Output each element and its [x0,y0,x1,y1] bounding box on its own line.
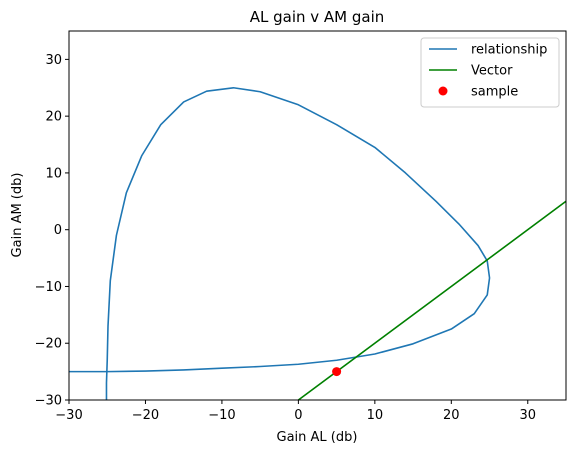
series-layer [69,86,566,400]
y-tick-label: −30 [35,394,62,409]
x-tick-label: −10 [208,408,235,423]
y-tick-label: 30 [45,53,62,68]
legend-label-vector: Vector [471,64,513,79]
x-tick-label: −20 [132,408,159,423]
legend-label-relationship: relationship [471,43,547,58]
legend-swatch-sample [438,86,448,96]
y-tick-label: 0 [54,223,62,238]
series-relationship-line [69,86,491,400]
y-axis: −30 −20 −10 0 10 20 30 [35,53,69,409]
plot-frame [68,30,567,401]
y-tick-label: 10 [45,166,62,181]
series-vector-line [297,200,566,400]
x-tick-label: 0 [294,408,302,423]
plot-area [68,30,567,401]
chart-title: AL gain v AM gain [250,8,385,26]
y-axis-label: Gain AM (db) [10,173,25,258]
y-tick-label: −10 [35,280,62,295]
x-tick-label: 30 [519,408,536,423]
legend-box [420,37,560,108]
x-tick-label: −30 [55,408,82,423]
legend: relationship Vector sample [420,37,560,108]
x-axis-label: Gain AL (db) [277,430,358,445]
x-tick-label: 10 [367,408,384,423]
y-tick-label: 20 [45,110,62,125]
series-sample-point [332,367,342,377]
x-tick-label: 20 [443,408,460,423]
x-axis: −30 −20 −10 0 10 20 30 [55,400,536,423]
legend-label-sample: sample [471,85,518,100]
y-tick-label: −20 [35,337,62,352]
